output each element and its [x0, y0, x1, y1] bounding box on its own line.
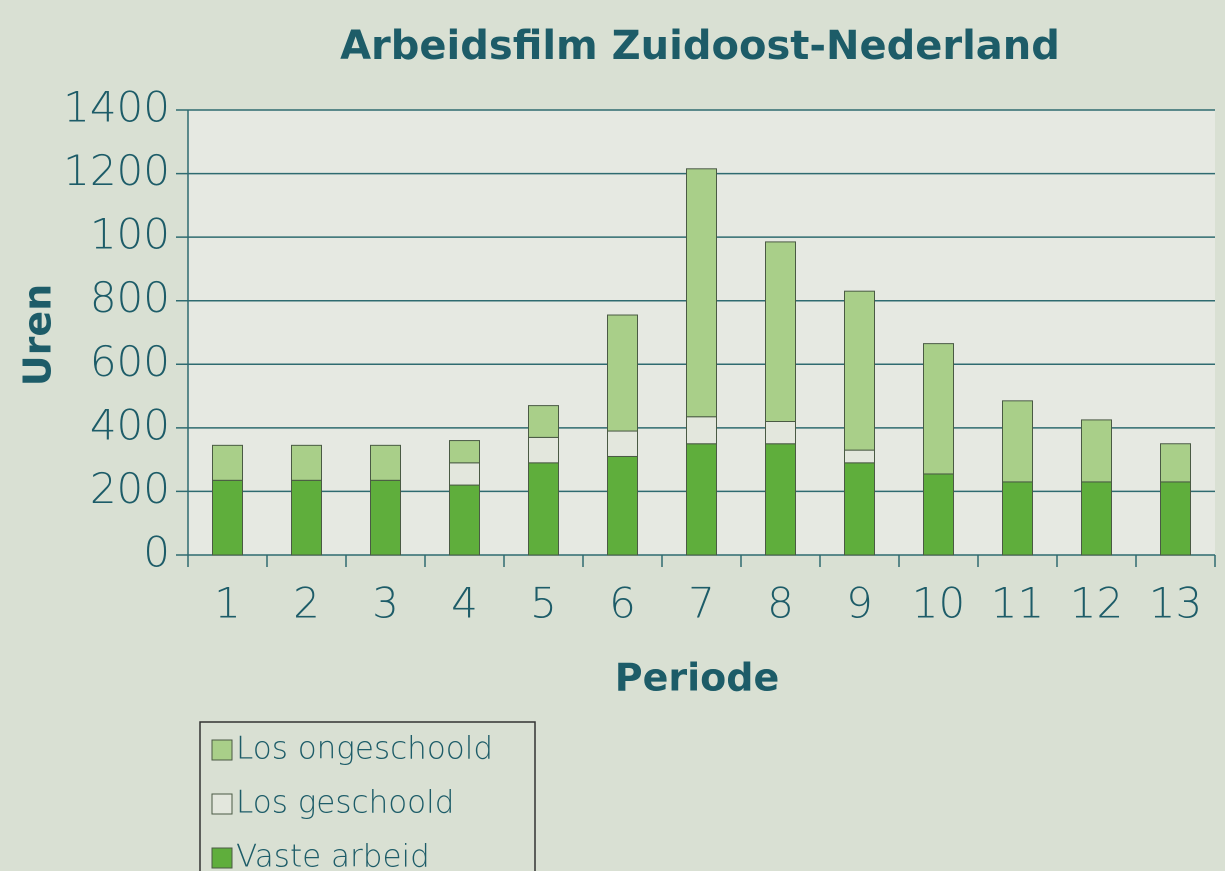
bar-segment	[607, 314, 638, 432]
legend-swatch	[211, 739, 233, 761]
legend-swatch	[211, 793, 233, 815]
bar-segment	[1002, 400, 1033, 483]
bar-segment	[844, 449, 875, 464]
bar-segment	[765, 241, 796, 422]
x-tick-label: 1	[214, 579, 241, 628]
x-tick-label: 4	[451, 579, 478, 628]
bar-segment	[844, 290, 875, 451]
bar-segment	[1002, 481, 1033, 556]
bar-segment	[1160, 443, 1191, 483]
x-tick-label: 9	[846, 579, 873, 628]
bar-segment	[212, 479, 243, 556]
legend-label: Los ongeschoold	[236, 731, 493, 767]
chart-title: Arbeidsfilm Zuidoost-Nederland	[340, 23, 1060, 69]
bar-segment	[291, 479, 322, 556]
y-tick-label: 400	[90, 400, 170, 449]
x-axis-label: Periode	[615, 656, 779, 700]
bar-segment	[212, 444, 243, 481]
bar-segment	[844, 462, 875, 556]
bar-segment	[765, 443, 796, 556]
legend-swatch	[211, 847, 233, 869]
y-tick-label: 100	[90, 210, 170, 259]
y-tick-label: 0	[143, 528, 170, 577]
x-tick-label: 5	[530, 579, 557, 628]
y-tick-label: 1200	[63, 146, 170, 195]
x-tick-label: 12	[1070, 579, 1123, 628]
bar-segment	[528, 462, 559, 556]
x-tick-label: 11	[991, 579, 1044, 628]
bar-segment	[370, 479, 401, 556]
y-tick-label: 200	[90, 464, 170, 513]
bar-segment	[291, 444, 322, 481]
y-tick-label: 1400	[63, 83, 170, 132]
bar-segment	[449, 484, 480, 556]
bar-segment	[923, 343, 954, 475]
bar-segment	[1081, 481, 1112, 556]
bar-segment	[607, 455, 638, 556]
x-tick-label: 7	[688, 579, 715, 628]
x-tick-label: 13	[1149, 579, 1202, 628]
bar-segment	[528, 405, 559, 438]
x-tick-label: 10	[912, 579, 965, 628]
bar-segment	[1160, 481, 1191, 556]
bar-segment	[686, 443, 717, 556]
bar-segment	[449, 440, 480, 464]
y-tick-label: 800	[90, 273, 170, 322]
bar-segment	[765, 421, 796, 445]
x-tick-label: 3	[372, 579, 399, 628]
bar-segment	[923, 473, 954, 556]
bar-segment	[607, 430, 638, 457]
x-tick-label: 8	[767, 579, 794, 628]
bar-segment	[686, 416, 717, 445]
x-tick-label: 6	[609, 579, 636, 628]
bar-segment	[686, 168, 717, 418]
legend-label: Vaste arbeid	[236, 839, 430, 871]
y-axis-label: Uren	[16, 284, 60, 386]
x-tick-label: 2	[293, 579, 320, 628]
legend-label: Los geschoold	[236, 785, 454, 821]
y-tick-label: 600	[90, 337, 170, 386]
bar-segment	[1081, 419, 1112, 483]
bar-segment	[449, 462, 480, 486]
legend-box	[199, 721, 536, 871]
bar-segment	[370, 444, 401, 481]
bar-segment	[528, 436, 559, 464]
